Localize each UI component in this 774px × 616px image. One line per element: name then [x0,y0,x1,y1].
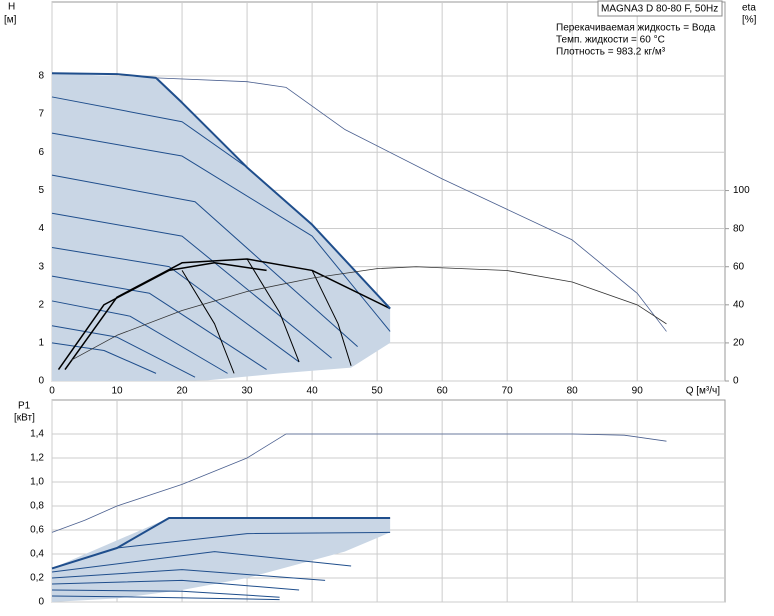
curve [51,595,280,601]
curve [51,516,391,570]
curve [51,247,300,363]
y-unit: [м] [4,15,17,26]
y2-tick-label: 0 [733,376,739,387]
curve [51,132,391,332]
y-tick-label: 0,4 [30,549,44,560]
curve [51,589,280,598]
curve [51,300,228,374]
operating-area [52,517,391,602]
curve [311,270,352,366]
y-tick-label: 5 [38,185,44,196]
y-tick-label: 1,4 [30,429,44,440]
curve [51,551,352,573]
y-tick-label: 0 [38,376,44,387]
y-tick-label: 1 [38,338,44,349]
x-tick-label: 30 [242,386,254,397]
annotation: Плотность = 983.2 кг/м³ [556,47,666,58]
x-tick-label: 90 [632,386,644,397]
x-tick-label: 50 [372,386,384,397]
y-tick-label: 0,6 [30,525,44,536]
x-tick-label: 0 [49,386,55,397]
curve [51,275,267,370]
y-tick-label: 1,2 [30,453,44,464]
y2-tick-label: 60 [733,261,745,272]
y-tick-label: 2 [38,299,44,310]
curve [51,342,157,374]
x-tick-label: 80 [567,386,579,397]
curve [116,531,391,549]
x-label: Q [м³/ч] [686,386,721,397]
y-tick-label: 0,2 [30,573,44,584]
y-label: P1 [18,401,31,412]
y-tick-label: 6 [38,147,44,158]
y-tick-label: 3 [38,261,44,272]
x-tick-label: 70 [502,386,514,397]
y2-tick-label: 80 [733,223,745,234]
x-tick-label: 40 [307,386,319,397]
y-tick-label: 7 [38,109,44,120]
curve [51,569,326,581]
y-tick-label: 8 [38,71,44,82]
x-tick-label: 60 [437,386,449,397]
y2-tick-label: 20 [733,338,745,349]
operating-area [52,73,391,381]
y-label: H [8,2,15,13]
y2-label: eta [742,3,756,14]
curve [71,266,667,361]
curve [51,96,248,168]
curve [51,174,358,348]
curve [181,270,235,374]
y2-tick-label: 40 [733,299,745,310]
curve [57,262,267,370]
annotation: Темп. жидкости = 60 °C [556,35,665,46]
x-tick-label: 10 [111,386,123,397]
curve [246,258,300,363]
y2-unit: [%] [742,15,757,26]
curve [51,72,391,310]
y-tick-label: 4 [38,223,44,234]
y-unit: [кВт] [14,413,35,424]
x-tick-label: 20 [176,386,188,397]
curve [51,579,300,591]
title-box [597,0,723,17]
annotation: Перекачиваемая жидкость = Вода [556,23,716,34]
y-tick-label: 1,0 [30,477,44,488]
curve [156,77,667,332]
curve [51,325,196,378]
curve [64,258,391,370]
chart-title: MAGNA3 D 80-80 F, 50Hz [601,4,718,15]
y-tick-label: 0 [38,597,44,608]
y-tick-label: 0,8 [30,501,44,512]
y2-tick-label: 100 [733,185,750,196]
curve [51,433,667,533]
